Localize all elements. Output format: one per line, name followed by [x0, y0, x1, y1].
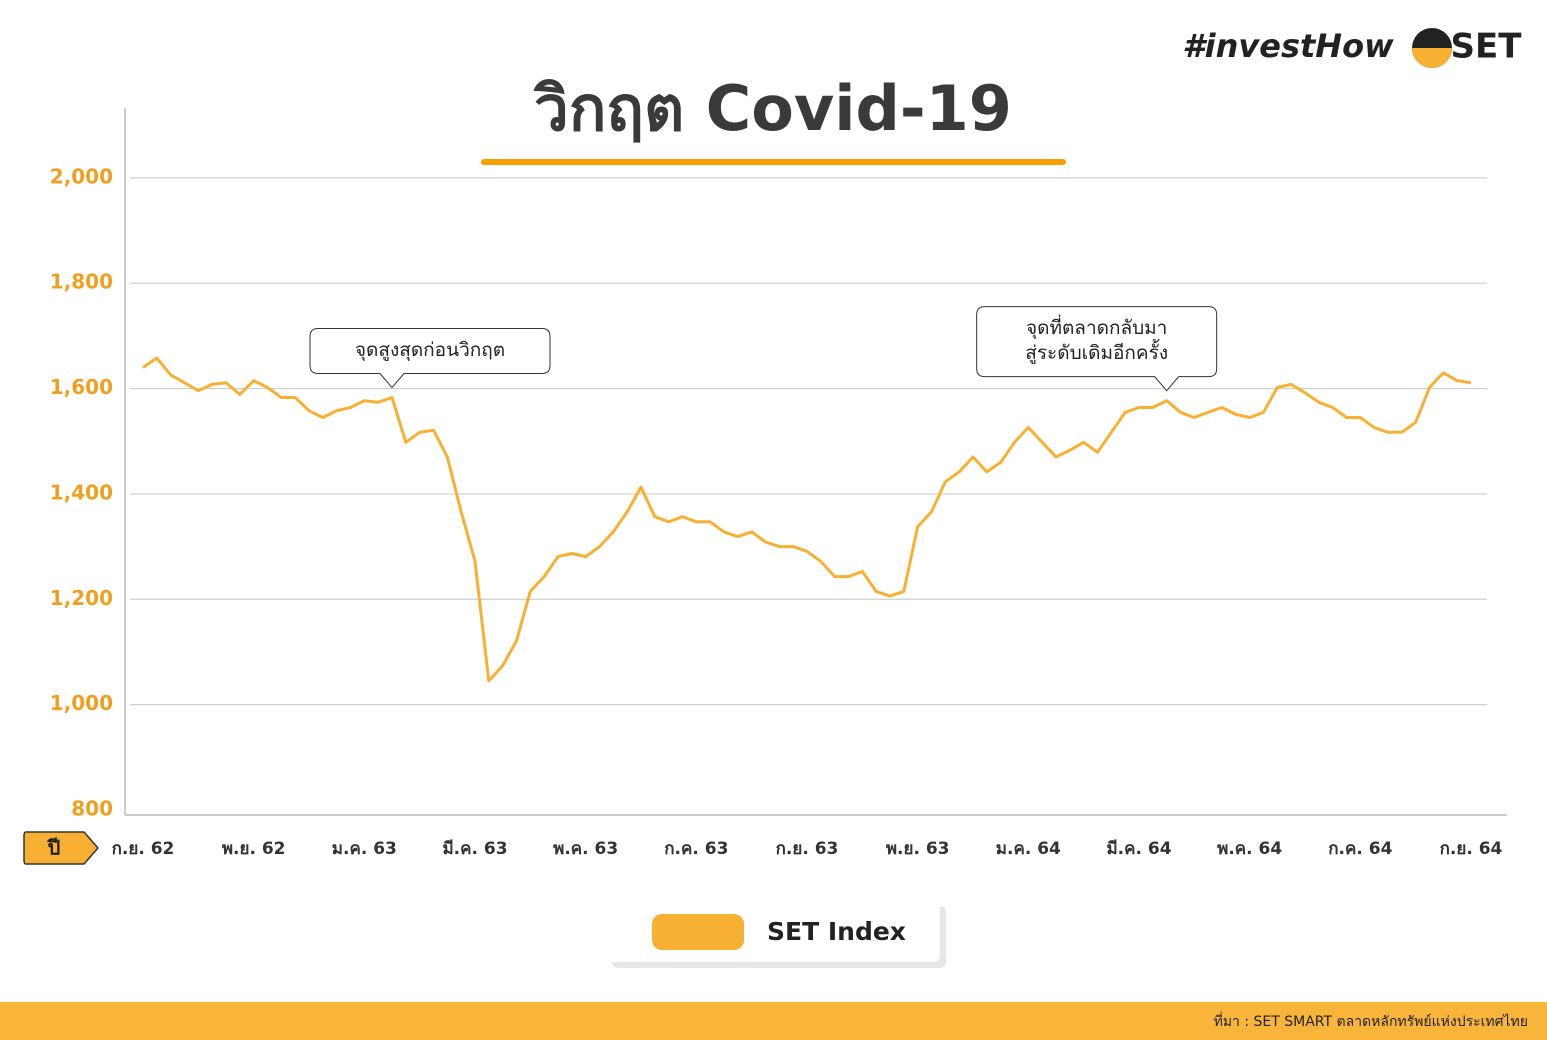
- annotation-text: จุดที่ตลาดกลับมา: [1026, 314, 1167, 340]
- y-tick-label: 1,000: [50, 691, 113, 715]
- x-tick-label: พ.ย. 62: [222, 839, 286, 859]
- year-marker: ปี: [46, 836, 60, 860]
- x-tick-label: ก.ย. 63: [776, 839, 839, 859]
- legend-label: SET Index: [767, 917, 906, 946]
- chart-title: วิกฤต Covid-19: [533, 72, 1012, 145]
- data-line: [142, 356, 1472, 683]
- y-tick-label: 2,000: [50, 164, 113, 188]
- annotation-text: สู่ระดับเดิมอีกครั้ง: [1025, 339, 1168, 364]
- y-tick-label: 800: [71, 797, 113, 821]
- callout-box: [309, 328, 551, 389]
- footer-bar: [0, 1002, 1547, 1040]
- x-tick-label: พ.ค. 63: [553, 839, 618, 859]
- year-marker-box: [23, 831, 99, 865]
- brand-logo: SET: [1451, 27, 1523, 67]
- x-tick-label: ก.ย. 64: [1440, 839, 1503, 859]
- source-note: ที่มา : SET SMART ตลาดหลักทรัพย์แห่งประเ…: [1214, 1012, 1528, 1030]
- x-tick-label: พ.ย. 63: [886, 839, 950, 859]
- x-tick-label: ก.ย. 62: [112, 839, 175, 859]
- x-tick-label: ม.ค. 63: [332, 839, 397, 859]
- legend-swatch: [652, 914, 744, 950]
- title-underline: [481, 159, 1066, 165]
- x-tick-label: มี.ค. 63: [442, 838, 507, 859]
- y-tick-label: 1,200: [50, 586, 113, 610]
- x-tick-label: พ.ค. 64: [1217, 839, 1282, 859]
- y-tick-label: 1,400: [50, 480, 113, 504]
- brand-hashtag: #investHow: [1182, 27, 1394, 65]
- x-tick-label: มี.ค. 64: [1106, 838, 1171, 859]
- callout-box: [976, 306, 1218, 392]
- x-tick-label: ก.ค. 64: [1328, 839, 1392, 859]
- y-tick-label: 1,600: [50, 375, 113, 399]
- x-tick-label: ม.ค. 64: [996, 839, 1061, 859]
- annotation-text: จุดสูงสุดก่อนวิกฤต: [355, 339, 505, 362]
- x-tick-label: ก.ค. 63: [664, 839, 728, 859]
- y-tick-label: 1,800: [50, 270, 113, 294]
- logo-icon-half: [1412, 48, 1452, 68]
